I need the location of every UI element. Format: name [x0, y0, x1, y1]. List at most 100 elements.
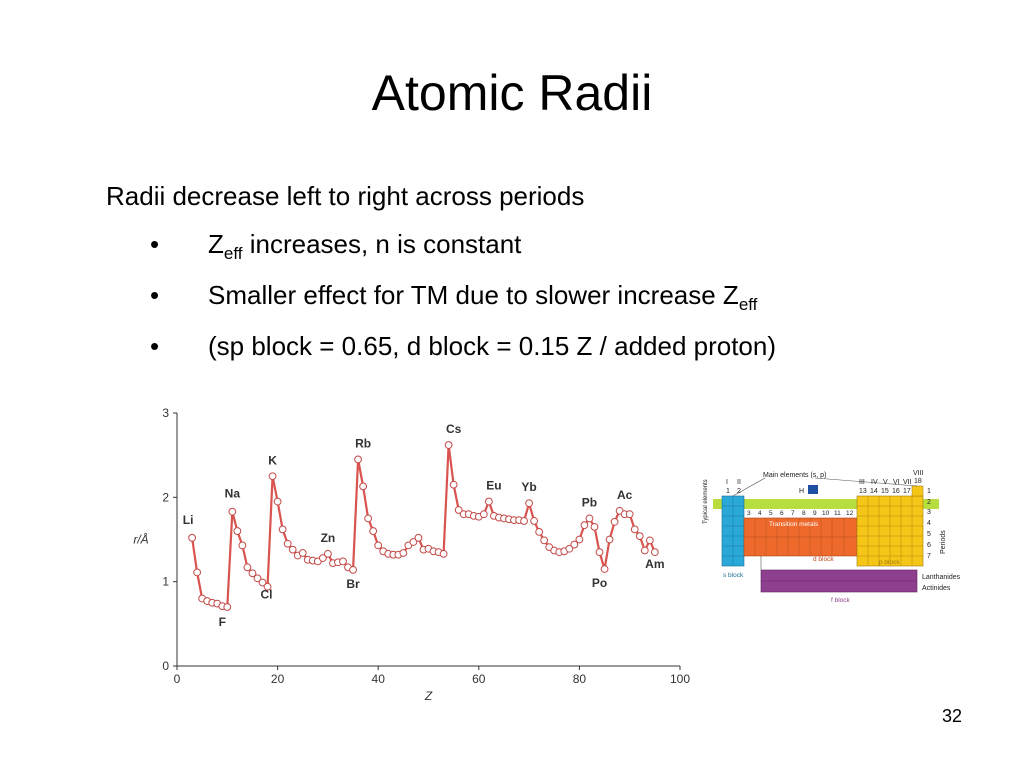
data-point	[630, 525, 639, 534]
tm-number-5: 5	[769, 510, 773, 517]
data-point	[339, 557, 347, 566]
period-2: 2	[927, 499, 931, 506]
data-point	[253, 574, 262, 583]
atomic-radius-chart: 0 1 2 3 0 20 40 60 80 100 Zr/Å Li F Na Cl K Zn Br Rb Cs Eu Yb…	[133, 406, 690, 703]
bullet-symbol: •	[150, 229, 160, 259]
x-axis-label: Z	[424, 689, 433, 703]
element-label: Rb	[355, 436, 371, 450]
tm-number-4: 4	[758, 510, 762, 517]
data-point	[288, 545, 297, 554]
data-point	[635, 532, 644, 541]
data-point	[193, 568, 202, 577]
data-point	[525, 499, 534, 508]
period-1: 1	[927, 488, 931, 495]
data-point	[364, 514, 373, 523]
data-point	[479, 510, 488, 519]
tm-number-6: 6	[780, 510, 784, 517]
data-point	[484, 497, 493, 506]
data-point	[610, 517, 619, 526]
data-point	[650, 548, 659, 557]
data-point	[454, 506, 463, 514]
data-point	[359, 482, 368, 491]
group-number-16: 16	[892, 488, 900, 495]
y-tick-label: 3	[162, 406, 169, 420]
data-point	[263, 582, 272, 591]
x-tick-label: 0	[174, 672, 181, 686]
group-number-14: 14	[870, 488, 878, 495]
data-point	[575, 535, 584, 544]
data-point	[318, 554, 327, 562]
bullet-item: • Smaller effect for TM due to slower inc…	[150, 280, 757, 313]
group-label-7: VII	[903, 479, 912, 486]
d-block-label: d block	[813, 556, 834, 563]
tm-number-7: 7	[791, 510, 795, 517]
data-point	[590, 522, 599, 531]
data-point	[409, 538, 418, 546]
lanthanides-label: Lanthanides	[922, 574, 961, 581]
y-tick-label: 1	[162, 575, 169, 589]
period-7: 7	[927, 553, 931, 560]
element-label: Yb	[521, 480, 536, 494]
slide-title: Atomic Radii	[371, 65, 653, 121]
group-number-1: 1	[726, 488, 730, 495]
s-block-label: s block	[723, 572, 744, 579]
data-point	[258, 578, 267, 587]
data-point	[444, 441, 453, 449]
y-tick-label: 0	[162, 659, 169, 673]
bullet-symbol: •	[150, 331, 160, 361]
bullet-item: • Zeff increases, n is constant	[150, 229, 521, 262]
typical-elements-band	[713, 499, 939, 509]
data-point	[223, 603, 232, 611]
data-point	[238, 541, 247, 550]
tm-number-12: 12	[846, 510, 854, 517]
x-tick-label: 60	[472, 672, 486, 686]
period-6: 6	[927, 542, 931, 549]
data-point	[273, 497, 282, 506]
element-label: F	[219, 615, 226, 629]
periods-label: Periods	[940, 530, 947, 554]
p-block-label: p block	[879, 559, 900, 566]
period-3: 3	[927, 509, 931, 516]
group-label-8: VIII	[913, 470, 924, 477]
data-point	[520, 517, 528, 525]
data-point	[354, 455, 362, 464]
bullet-text: (sp block = 0.65, d block = 0.15 Z / add…	[208, 331, 777, 361]
group-number-13: 13	[859, 488, 867, 495]
element-label: Na	[225, 487, 241, 501]
element-label: Cl	[261, 588, 273, 602]
group-label-1: I	[726, 479, 728, 486]
group-label-4: IV	[871, 479, 878, 486]
tm-number-9: 9	[813, 510, 817, 517]
data-point	[580, 521, 589, 530]
data-point	[600, 565, 609, 573]
element-label: Eu	[486, 479, 501, 493]
group-number-18: 18	[914, 478, 922, 485]
data-point	[399, 549, 408, 557]
slide-heading: Radii decrease left to right across peri…	[106, 181, 585, 211]
tm-number-8: 8	[802, 510, 806, 517]
x-tick-label: 80	[573, 672, 587, 686]
group-number-17: 17	[903, 488, 911, 495]
transition-metals-label: Transition metals	[769, 521, 819, 528]
data-point	[585, 514, 594, 523]
data-point	[248, 569, 257, 578]
data-point	[535, 528, 544, 536]
data-point	[283, 539, 292, 548]
element-label: Ac	[617, 488, 633, 502]
data-point	[439, 549, 448, 558]
tm-number-10: 10	[822, 510, 830, 517]
hydrogen-label: H	[799, 488, 804, 495]
group-label-2: II	[737, 479, 741, 486]
data-point	[243, 563, 252, 572]
y-axis-label: r/Å	[133, 532, 148, 547]
y-tick-label: 2	[162, 490, 169, 504]
data-point	[324, 549, 332, 558]
data-point	[188, 533, 196, 542]
element-label: Cs	[446, 422, 462, 436]
data-point	[530, 517, 539, 525]
x-tick-label: 40	[372, 672, 386, 686]
main-elements-label: Main elements (s, p)	[763, 472, 826, 479]
p-block-top-cell	[911, 485, 924, 497]
element-label: Am	[645, 557, 664, 571]
data-point	[540, 536, 549, 545]
